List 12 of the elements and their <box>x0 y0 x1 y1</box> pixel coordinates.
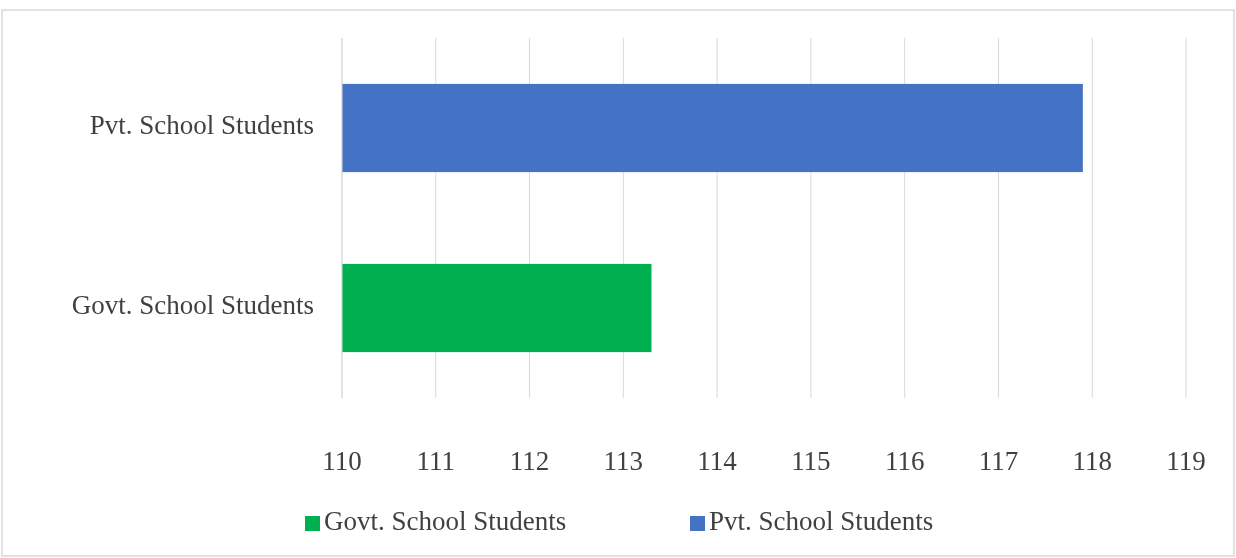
x-tick-label: 115 <box>791 446 831 476</box>
x-tick-label: 112 <box>509 446 550 476</box>
x-tick-label: 113 <box>603 446 644 476</box>
legend-label: Pvt. School Students <box>709 506 934 537</box>
x-tick-label: 118 <box>1072 446 1112 476</box>
x-tick-label: 117 <box>978 446 1019 476</box>
x-tick-label: 116 <box>884 446 925 476</box>
x-tick-label: 111 <box>416 446 456 476</box>
x-tick-label: 114 <box>697 446 738 476</box>
legend-label: Govt. School Students <box>324 506 567 537</box>
x-tick-label: 119 <box>1166 446 1206 476</box>
x-tick-label: 110 <box>322 446 362 476</box>
